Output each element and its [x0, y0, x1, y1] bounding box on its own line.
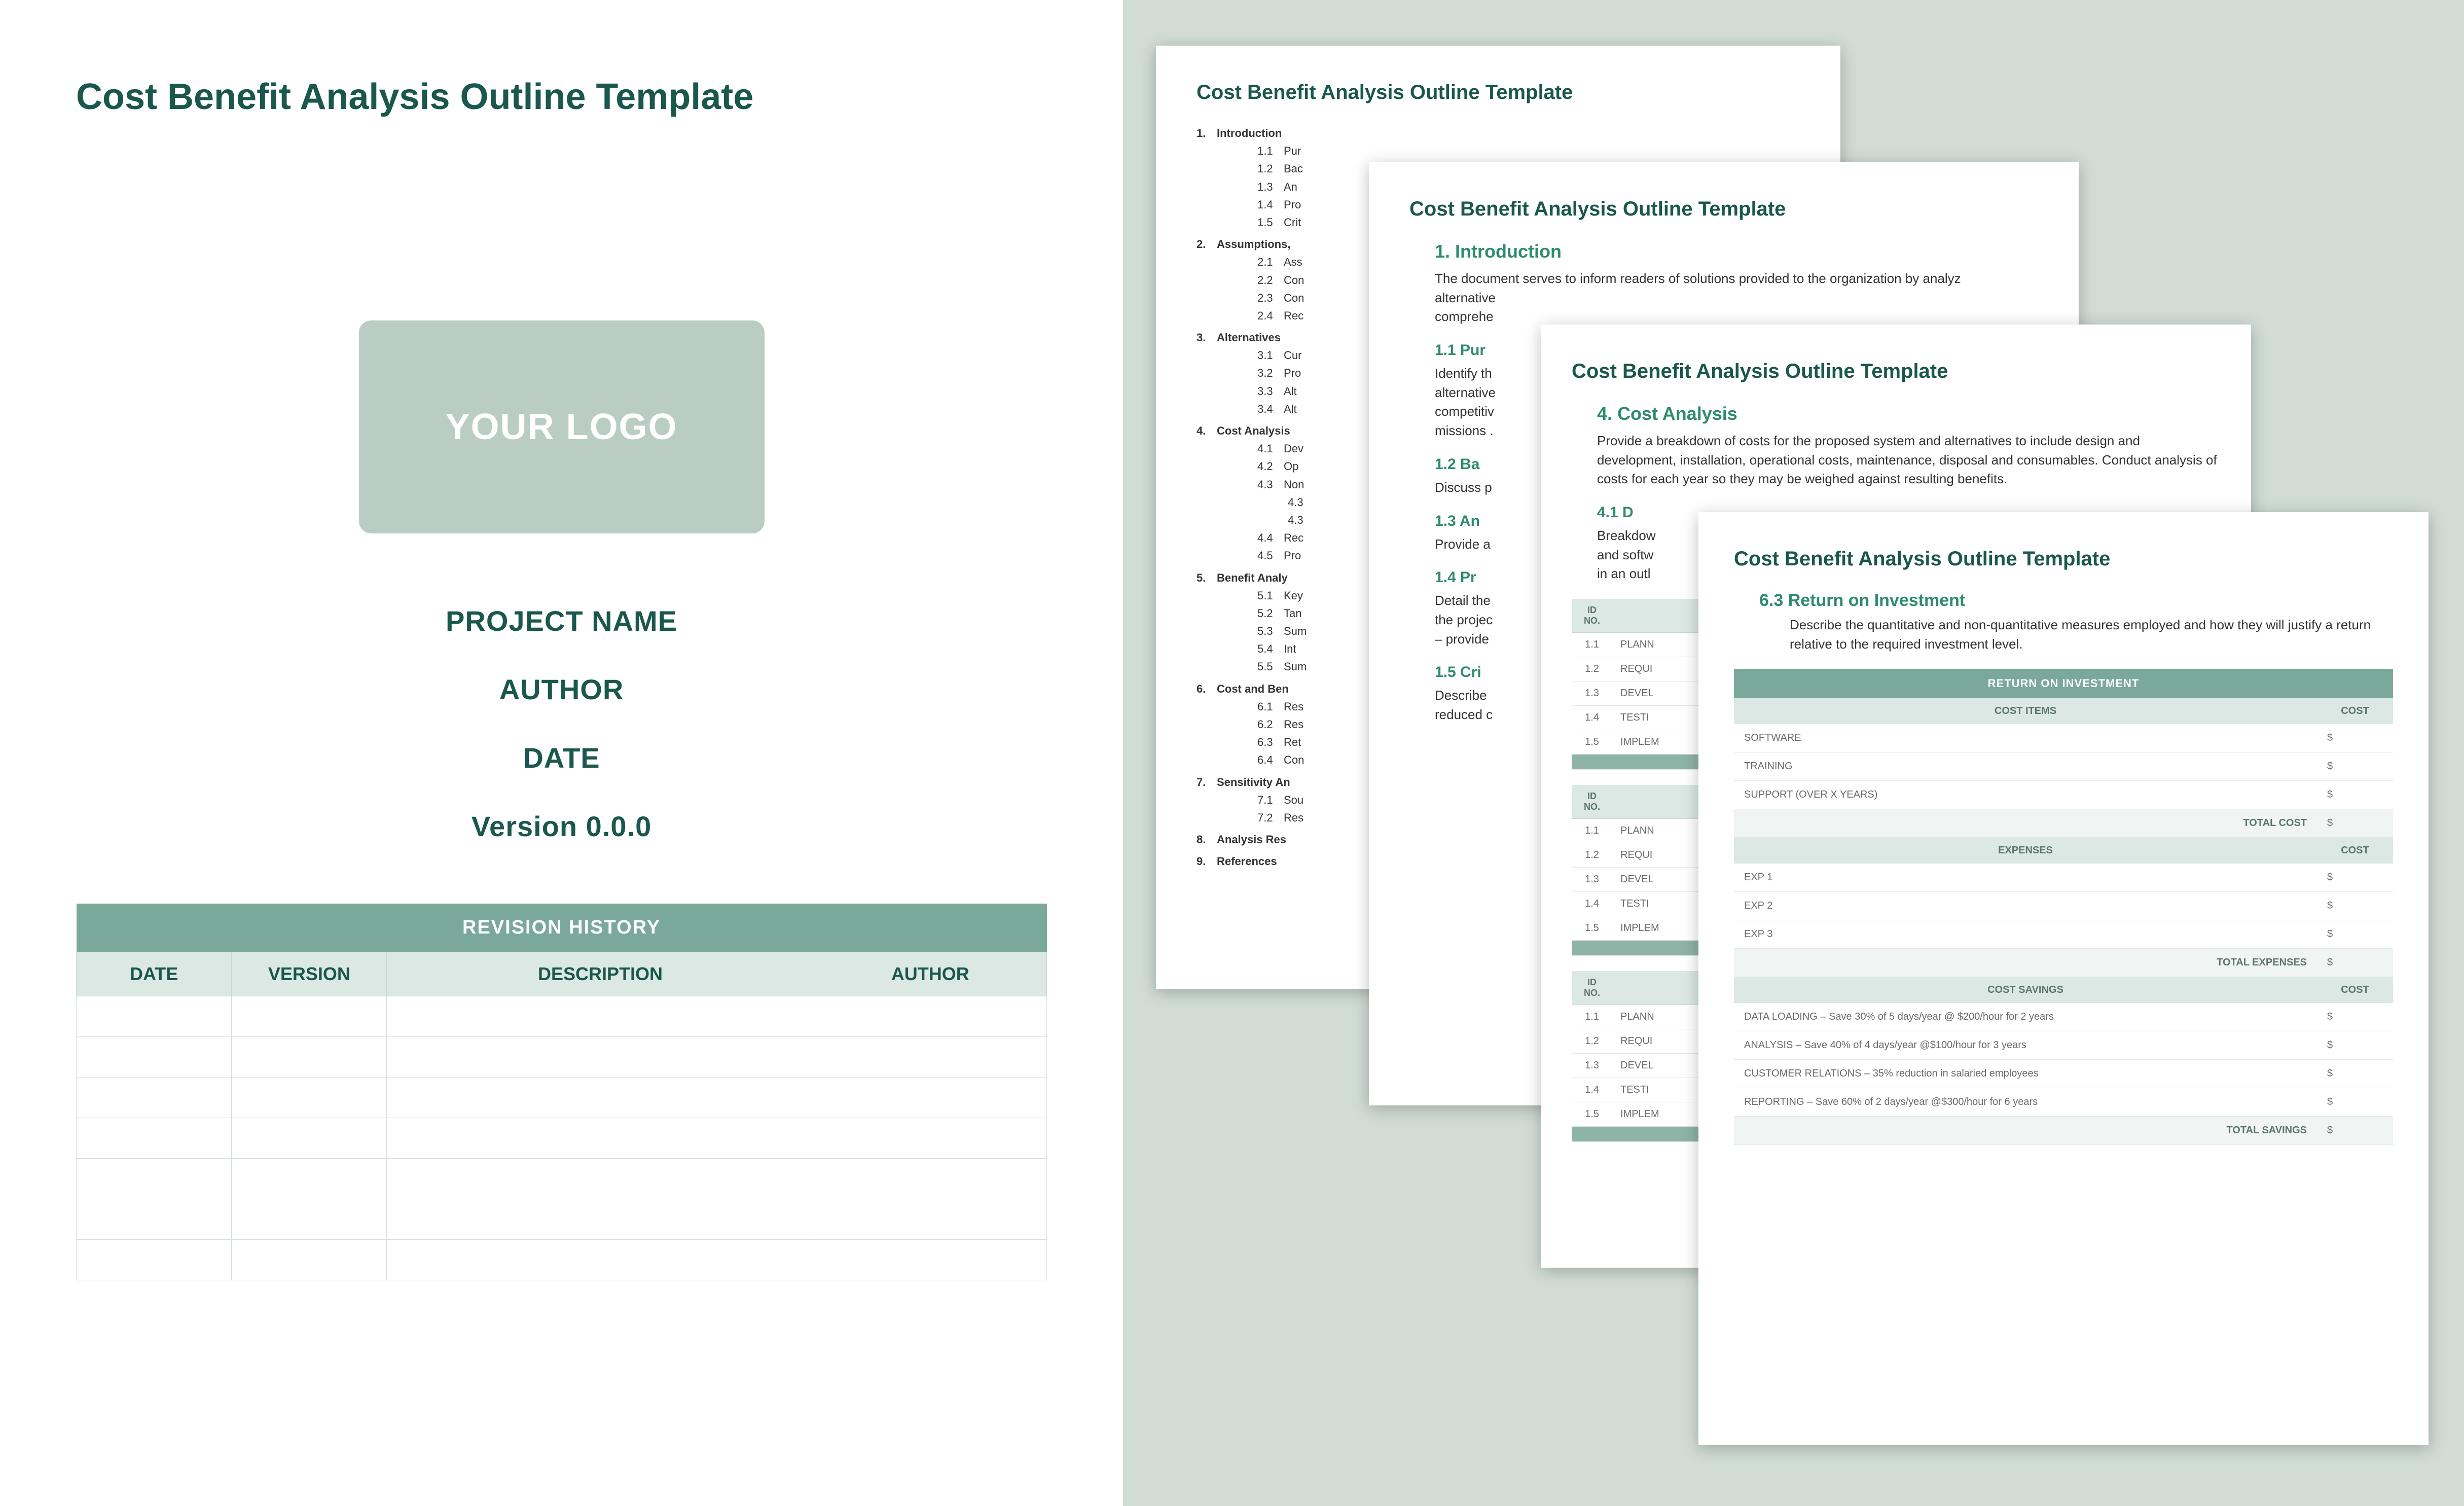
roi-table: RETURN ON INVESTMENT COST ITEMS COST SOF…	[1734, 669, 2393, 1145]
table-row: ANALYSIS – Save 40% of 4 days/year @$100…	[1734, 1031, 2393, 1060]
document-title: Cost Benefit Analysis Outline Template	[1734, 548, 2393, 570]
table-row: REPORTING – Save 60% of 2 days/year @$30…	[1734, 1088, 2393, 1117]
revision-row	[77, 1118, 1047, 1159]
revision-row	[77, 1240, 1047, 1280]
total-expenses-value: $	[2317, 949, 2393, 977]
document-title: Cost Benefit Analysis Outline Template	[1572, 360, 2221, 383]
section-1-head: 1. Introduction	[1435, 241, 2038, 262]
revision-row	[77, 1037, 1047, 1078]
savings-header: COST SAVINGS	[1734, 977, 2317, 1003]
total-cost-label: TOTAL COST	[1734, 809, 2317, 838]
total-expenses-label: TOTAL EXPENSES	[1734, 949, 2317, 977]
table-row: EXP 3$	[1734, 920, 2393, 949]
section-6-3: 6.3 Return on Investment	[1759, 591, 2393, 611]
cover-page: Cost Benefit Analysis Outline Template Y…	[0, 0, 1123, 1506]
revision-row	[77, 1078, 1047, 1118]
table-row: TRAINING$	[1734, 752, 2393, 781]
table-row: SOFTWARE$	[1734, 724, 2393, 752]
revision-row	[77, 996, 1047, 1037]
intro-paragraph: The document serves to inform readers of…	[1435, 269, 2038, 327]
expenses-header: EXPENSES	[1734, 838, 2317, 864]
toc-subitem: 1.1Pur	[1257, 142, 1800, 160]
roi-page: Cost Benefit Analysis Outline Template 6…	[1698, 512, 2429, 1445]
document-title: Cost Benefit Analysis Outline Template	[1409, 198, 2038, 221]
total-cost-value: $	[2317, 809, 2393, 838]
revision-title: REVISION HISTORY	[77, 904, 1047, 952]
version-line: Version 0.0.0	[76, 810, 1047, 843]
col-cost: COST	[2317, 838, 2393, 864]
author-name: AUTHOR	[76, 673, 1047, 706]
revision-history-table: REVISION HISTORY DATE VERSION DESCRIPTIO…	[76, 904, 1047, 1280]
table-row: SUPPORT (OVER X YEARS)$	[1734, 781, 2393, 809]
logo-placeholder: YOUR LOGO	[359, 320, 765, 533]
col-version: VERSION	[232, 952, 387, 996]
col-cost-items: COST ITEMS	[1734, 698, 2317, 724]
col-description: DESCRIPTION	[387, 952, 814, 996]
project-name: PROJECT NAME	[76, 604, 1047, 637]
col-author: AUTHOR	[814, 952, 1046, 996]
document-title: Cost Benefit Analysis Outline Template	[76, 76, 1047, 118]
col-cost: COST	[2317, 698, 2393, 724]
date-line: DATE	[76, 741, 1047, 774]
col-cost: COST	[2317, 977, 2393, 1003]
table-row: EXP 1$	[1734, 864, 2393, 892]
table-row: CUSTOMER RELATIONS – 35% reduction in sa…	[1734, 1060, 2393, 1088]
section-4-text: Provide a breakdown of costs for the pro…	[1597, 432, 2221, 489]
roi-banner: RETURN ON INVESTMENT	[1734, 669, 2393, 698]
logo-text: YOUR LOGO	[445, 406, 677, 448]
total-savings-value: $	[2317, 1117, 2393, 1145]
table-row: EXP 2$	[1734, 892, 2393, 920]
section-4-head: 4. Cost Analysis	[1597, 403, 2221, 424]
table-row: DATA LOADING – Save 30% of 5 days/year @…	[1734, 1003, 2393, 1031]
revision-row	[77, 1159, 1047, 1199]
revision-row	[77, 1199, 1047, 1240]
total-savings-label: TOTAL SAVINGS	[1734, 1117, 2317, 1145]
document-title: Cost Benefit Analysis Outline Template	[1197, 81, 1800, 104]
col-date: DATE	[77, 952, 232, 996]
roi-description: Describe the quantitative and non-quanti…	[1790, 616, 2393, 654]
